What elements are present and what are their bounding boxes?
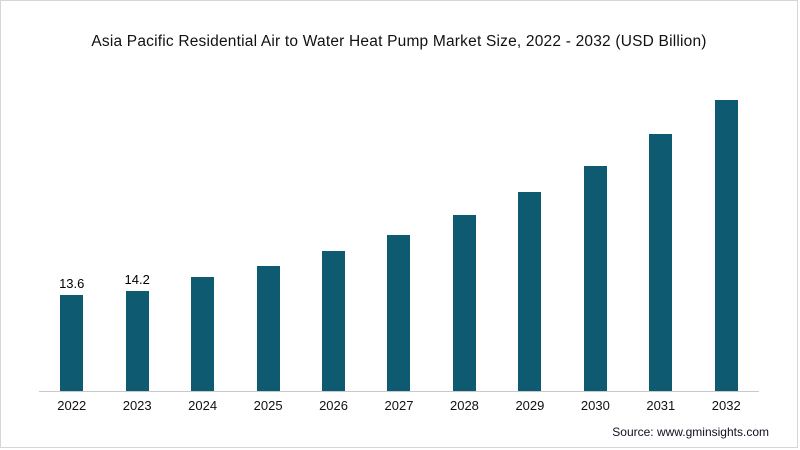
bar-column-2031: 2031: [628, 81, 693, 413]
x-tick-label-2024: 2024: [188, 398, 218, 413]
bar-value-label-2022: 13.6: [59, 276, 85, 292]
x-tick-label-2032: 2032: [711, 398, 741, 413]
x-tick-label-2023: 2023: [122, 398, 152, 413]
chart-title: Asia Pacific Residential Air to Water He…: [91, 33, 707, 50]
x-tick-label-2030: 2030: [580, 398, 610, 413]
bar-column-2026: 2026: [301, 81, 366, 413]
bar-column-2028: 2028: [432, 81, 497, 413]
bar-column-2027: 2027: [366, 81, 431, 413]
x-tick-label-2027: 2027: [384, 398, 414, 413]
bar-column-2024: 2024: [170, 81, 235, 413]
bar-chart: 13.6 2022 14.2 2023 2024 2025 2026 2027 2028 2029…: [39, 81, 759, 413]
bar-2032: [714, 99, 738, 391]
bar-column-2032: 2032: [694, 81, 759, 413]
bar-column-2025: 2025: [235, 81, 300, 413]
bar-2026: [322, 250, 346, 391]
source-attribution: Source: www.gminsights.com: [612, 425, 769, 439]
bar-2025: [256, 265, 280, 391]
bar-column-2029: 2029: [497, 81, 562, 413]
bar-value-label-2023: 14.2: [124, 271, 150, 287]
x-tick-label-2025: 2025: [253, 398, 283, 413]
x-tick-label-2022: 2022: [57, 398, 87, 413]
bar-column-2030: 2030: [563, 81, 628, 413]
bar-2028: [452, 214, 476, 391]
bar-2031: [649, 133, 673, 391]
bar-column-2023: 14.2 2023: [104, 81, 169, 413]
bar-2024: [191, 276, 215, 391]
x-tick-label-2026: 2026: [319, 398, 348, 413]
bar-column-2022: 13.6 2022: [39, 81, 104, 413]
bar-2029: [518, 192, 542, 391]
bar-2027: [387, 234, 411, 391]
bar-2030: [583, 165, 607, 391]
bar-2023: [125, 290, 149, 391]
x-tick-label-2028: 2028: [449, 398, 479, 413]
x-tick-label-2029: 2029: [515, 398, 545, 413]
bar-2022: [60, 295, 84, 391]
x-tick-label-2031: 2031: [646, 398, 676, 413]
